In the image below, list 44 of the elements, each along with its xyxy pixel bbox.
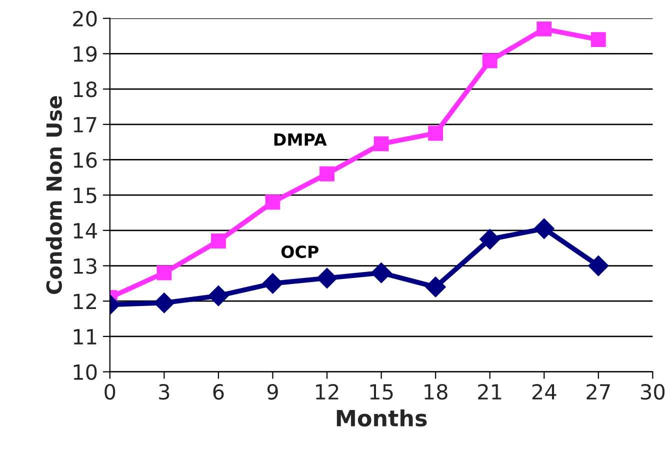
- point: [534, 218, 554, 239]
- point: [370, 262, 392, 284]
- y-tick-label: 18: [74, 82, 97, 98]
- point: [590, 32, 606, 48]
- y-tick-label: 11: [74, 329, 96, 344]
- point: [208, 285, 229, 306]
- y-tick-label: 20: [73, 10, 97, 27]
- x-tick-label: 18: [424, 384, 448, 400]
- point: [425, 276, 446, 298]
- point: [482, 53, 498, 68]
- point: [262, 273, 284, 294]
- point: [154, 292, 175, 314]
- point: [428, 126, 444, 141]
- x-tick-label: 6: [213, 384, 224, 400]
- point: [536, 22, 552, 36]
- x-tick-label: 30: [641, 384, 665, 400]
- x-tick-label: 12: [316, 384, 338, 400]
- x-tick-label: 3: [159, 384, 170, 400]
- y-tick-label: 10: [74, 364, 97, 380]
- y-tick-label: 13: [74, 258, 96, 274]
- point: [588, 255, 609, 276]
- point: [316, 268, 338, 288]
- point: [320, 166, 334, 182]
- y-axis-title: Condom Non Use: [46, 96, 62, 294]
- point: [480, 228, 500, 250]
- x-tick-label: 0: [104, 384, 116, 400]
- y-tick-label: 12: [74, 294, 96, 310]
- point: [210, 234, 226, 248]
- x-tick-label: 27: [586, 384, 610, 400]
- x-axis-title: Months: [336, 409, 427, 427]
- x-tick-label: 21: [478, 384, 502, 400]
- y-tick-label: 14: [74, 223, 97, 238]
- y-tick-label: 19: [74, 46, 97, 62]
- y-tick-label: 16: [74, 152, 97, 168]
- y-tick-label: 17: [74, 117, 96, 132]
- x-tick-label: 24: [532, 384, 556, 400]
- x-tick-label: 9: [267, 384, 278, 400]
- point: [156, 265, 172, 280]
- y-tick-label: 15: [74, 188, 96, 204]
- series-label: DMPA: [274, 134, 327, 146]
- x-tick-label: 15: [370, 384, 393, 400]
- series-label: OCP: [281, 246, 318, 258]
- point: [374, 136, 389, 152]
- point: [265, 194, 280, 210]
